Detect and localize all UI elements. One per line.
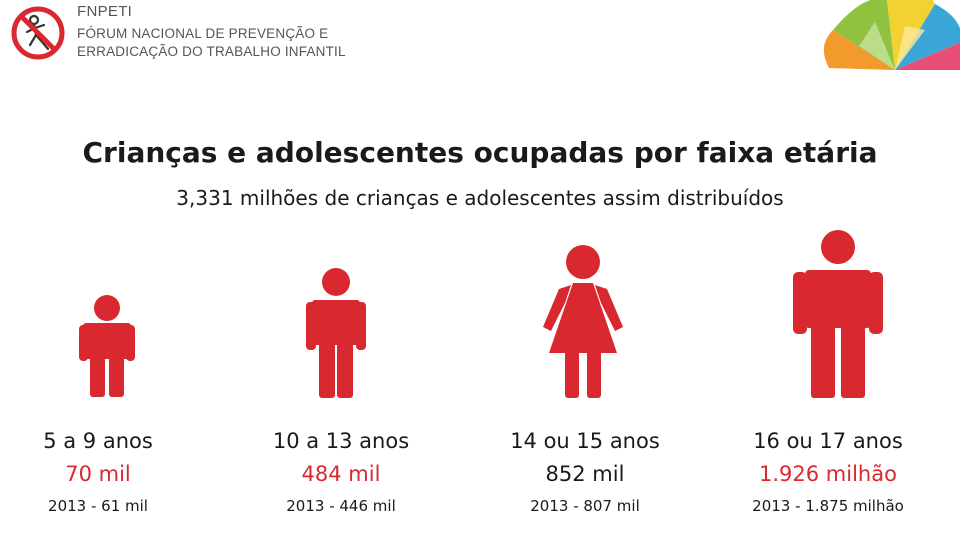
age-range-label: 5 a 9 anos xyxy=(43,429,153,453)
org-full-line2: ERRADICAÇÃO DO TRABALHO INFANTIL xyxy=(77,44,346,59)
count-value: 852 mil xyxy=(545,462,625,486)
child-icon xyxy=(79,295,135,397)
count-value: 484 mil xyxy=(301,462,381,486)
man-icon xyxy=(793,230,883,398)
org-full-line1: FÓRUM NACIONAL DE PREVENÇÃO E xyxy=(77,26,329,41)
age-group-16-17: 16 ou 17 anos 1.926 milhão 2013 - 1.875 … xyxy=(708,425,948,515)
age-range-label: 10 a 13 anos xyxy=(272,429,410,453)
fnpeti-logo-icon xyxy=(11,6,65,60)
org-acronym: FNPETI xyxy=(77,3,133,20)
previous-year-value: 2013 - 807 mil xyxy=(530,497,640,515)
page-title: Crianças e adolescentes ocupadas por fai… xyxy=(82,136,878,169)
previous-year-value: 2013 - 1.875 milhão xyxy=(752,497,904,515)
previous-year-value: 2013 - 446 mil xyxy=(286,497,396,515)
previous-year-value: 2013 - 61 mil xyxy=(48,497,148,515)
count-value: 70 mil xyxy=(65,462,131,486)
age-range-label: 14 ou 15 anos xyxy=(510,429,660,453)
count-value: 1.926 milhão xyxy=(759,462,897,486)
age-group-10-13: 10 a 13 anos 484 mil 2013 - 446 mil xyxy=(221,425,461,515)
boy-icon xyxy=(306,268,366,398)
page-subtitle: 3,331 milhões de crianças e adolescentes… xyxy=(176,186,784,210)
org-full-name: FÓRUM NACIONAL DE PREVENÇÃO E ERRADICAÇÃ… xyxy=(77,25,346,61)
age-group-14-15: 14 ou 15 anos 852 mil 2013 - 807 mil xyxy=(465,425,705,515)
age-range-label: 16 ou 17 anos xyxy=(753,429,903,453)
pinwheel-icon xyxy=(823,0,960,70)
girl-icon xyxy=(543,245,623,398)
age-group-5-9: 5 a 9 anos 70 mil 2013 - 61 mil xyxy=(0,425,218,515)
